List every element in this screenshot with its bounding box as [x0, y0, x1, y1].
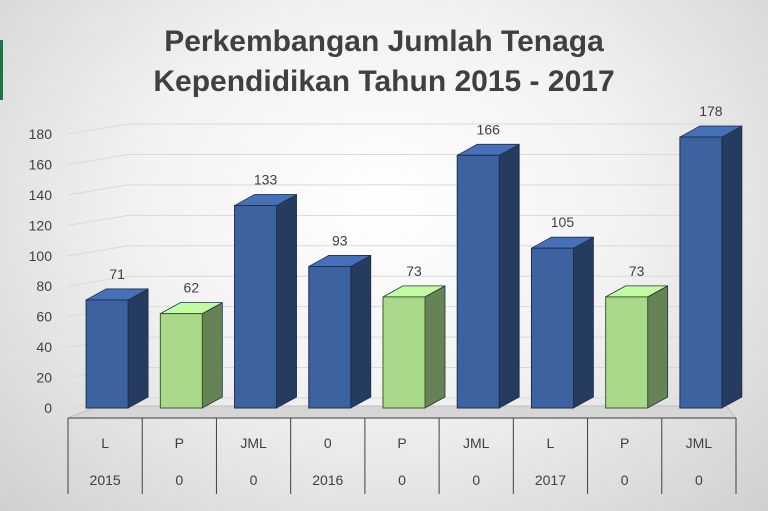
x-category-label: P — [620, 435, 629, 451]
bar — [679, 125, 743, 409]
x-group-label: 0 — [472, 472, 480, 488]
y-tick-label: 80 — [36, 278, 52, 294]
window-edge-marker — [0, 40, 3, 100]
y-tick-label: 180 — [29, 126, 53, 142]
data-label: 73 — [629, 263, 645, 279]
bar-side-face — [721, 125, 743, 409]
y-axis: 0 20 40 60 80 100 120 140 160 180 — [29, 126, 53, 416]
x-group-label: 2016 — [312, 472, 343, 488]
bar-side-face — [276, 193, 297, 409]
y-tick-label: 60 — [36, 309, 52, 325]
data-label: 62 — [184, 280, 200, 296]
bar — [456, 143, 520, 409]
chart-title-line2: Kependidikan Tahun 2015 - 2017 — [153, 65, 615, 98]
bar-front-face — [530, 247, 574, 409]
bar-front-face — [456, 154, 500, 409]
data-labels: 71 62 133 93 73 166 105 73 178 — [109, 103, 722, 296]
bar-front-face — [382, 296, 426, 409]
data-label: 105 — [551, 214, 575, 230]
bar-front-face — [308, 265, 352, 409]
x-group-label: 0 — [695, 472, 703, 488]
bar-side-face — [127, 288, 149, 409]
y-tick-label: 0 — [44, 400, 52, 416]
gridline — [67, 184, 736, 196]
data-label: 133 — [254, 172, 278, 188]
chart-title: Perkembangan Jumlah Tenaga Kependidikan … — [0, 22, 768, 102]
x-category-label: P — [397, 435, 406, 451]
bar-front-face — [605, 296, 649, 409]
bar-side-face — [647, 285, 669, 409]
bar-side-face — [201, 301, 223, 409]
x-category-label: JML — [686, 435, 713, 451]
x-category-label: 0 — [324, 435, 332, 451]
chart-title-line1: Perkembangan Jumlah Tenaga — [164, 25, 604, 58]
x-group-label: 0 — [175, 472, 183, 488]
bar-side-face — [424, 285, 446, 409]
x-category-label: JML — [240, 435, 267, 451]
y-tick-label: 40 — [36, 339, 52, 355]
bar — [308, 254, 372, 409]
x-group-label: 0 — [621, 472, 629, 488]
gridline — [67, 153, 736, 165]
gridline — [67, 214, 736, 226]
bars — [85, 125, 743, 409]
bar — [530, 236, 594, 409]
data-label: 71 — [109, 266, 125, 282]
y-tick-label: 160 — [29, 156, 53, 172]
x-category-label: P — [175, 435, 184, 451]
bar-front-face — [159, 313, 203, 409]
y-tick-label: 100 — [29, 248, 53, 264]
gridline — [67, 123, 736, 135]
bar-side-face — [573, 236, 594, 409]
bar — [234, 193, 297, 409]
bar — [382, 285, 446, 409]
x-axis: L 2015 P 0 JML 0 0 2016 P 0 JML 0 L 2017 P 0 JML 0 — [67, 417, 737, 494]
bar-side-face — [498, 143, 520, 409]
x-group-label: 0 — [250, 472, 258, 488]
bar-side-face — [350, 254, 372, 409]
data-label: 166 — [477, 121, 501, 137]
x-category-label: L — [101, 435, 109, 451]
bar-front-face — [679, 136, 723, 409]
x-category-label: JML — [463, 435, 490, 451]
gridline — [67, 245, 736, 257]
data-label: 178 — [699, 103, 723, 119]
data-label: 93 — [332, 232, 348, 248]
data-label: 73 — [406, 263, 422, 279]
y-tick-label: 120 — [29, 217, 53, 233]
y-tick-label: 20 — [36, 370, 52, 386]
bar-front-face — [85, 299, 129, 409]
bar — [85, 288, 149, 409]
bar — [605, 285, 669, 409]
x-group-label: 0 — [398, 472, 406, 488]
x-category-label: L — [547, 435, 555, 451]
x-group-label: 2015 — [90, 472, 121, 488]
bar — [159, 301, 223, 409]
bar-front-face — [234, 205, 278, 409]
x-group-label: 2017 — [535, 472, 566, 488]
y-tick-label: 140 — [29, 187, 53, 203]
